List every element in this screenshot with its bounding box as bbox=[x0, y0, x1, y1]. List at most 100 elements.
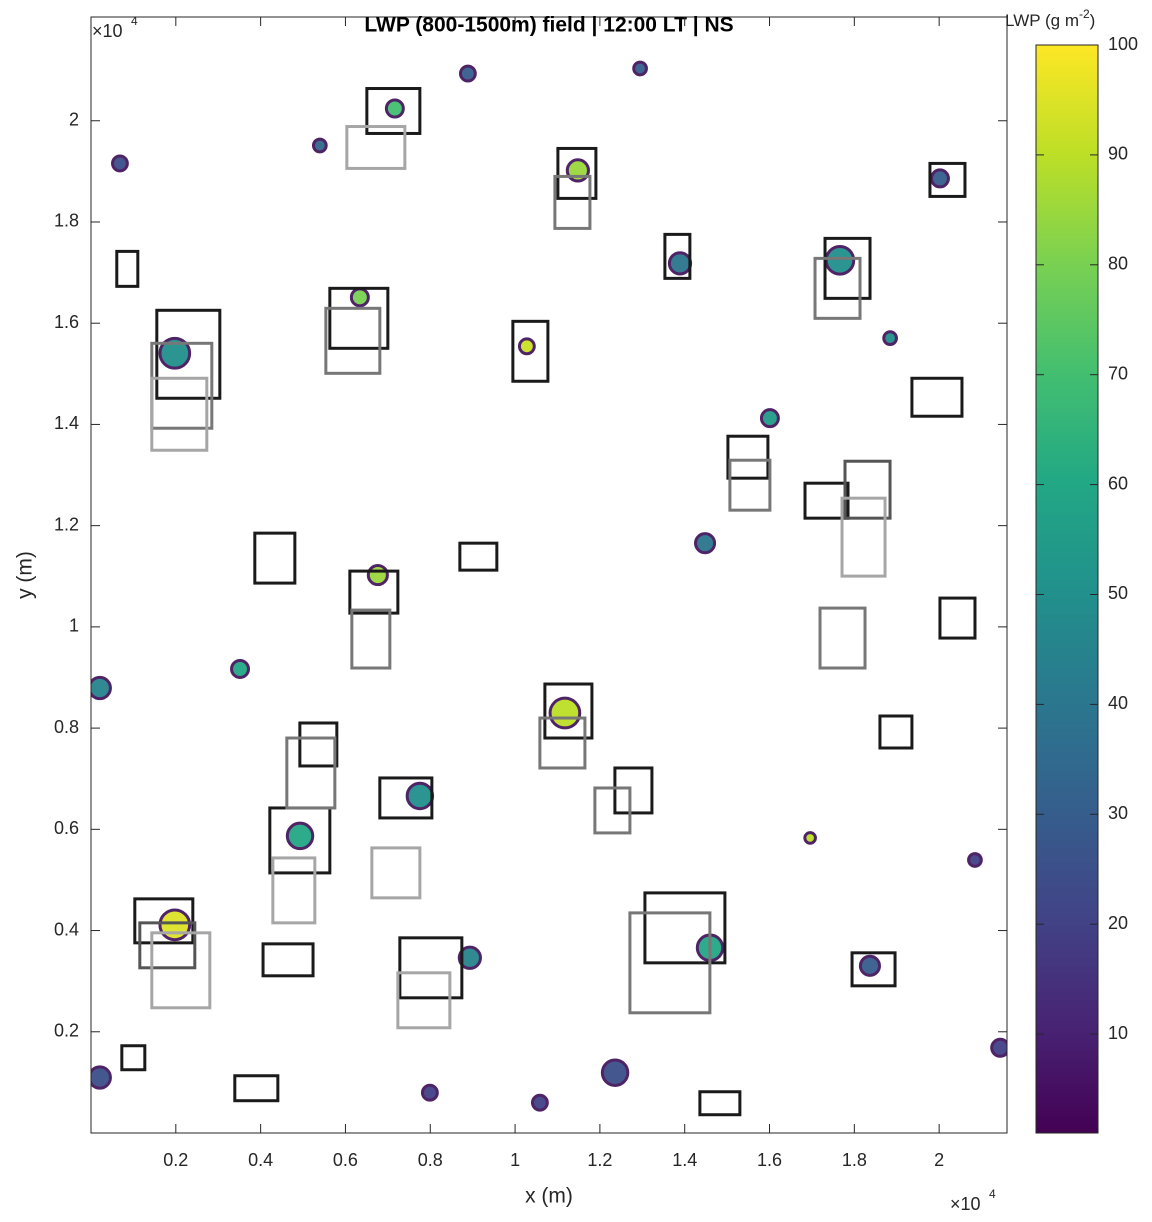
tracking-box bbox=[556, 146, 598, 200]
cloud-blob bbox=[759, 408, 780, 429]
cloud-blob bbox=[420, 1083, 439, 1102]
tracking-box bbox=[253, 531, 297, 585]
tracking-box bbox=[698, 1090, 742, 1117]
cloud-blob bbox=[366, 564, 389, 587]
cloud-blob bbox=[967, 852, 983, 868]
x-tick-label: 0.4 bbox=[248, 1150, 273, 1170]
x-tick-label: 1 bbox=[510, 1150, 520, 1170]
tracking-box bbox=[271, 856, 317, 925]
tracking-box bbox=[133, 897, 195, 945]
tracking-box bbox=[538, 716, 587, 770]
y-tick-label: 0.4 bbox=[54, 919, 79, 939]
colorbar-tick-label: 90 bbox=[1108, 144, 1128, 164]
tracking-box bbox=[324, 306, 382, 375]
colorbar-tick-label: 70 bbox=[1108, 363, 1128, 383]
cloud-blob bbox=[667, 251, 693, 276]
tracking-box bbox=[643, 891, 727, 965]
cloud-blob bbox=[882, 330, 898, 347]
cloud-blob bbox=[632, 60, 648, 77]
cloud-blob bbox=[824, 245, 856, 276]
tracking-box bbox=[543, 682, 594, 740]
y-multiplier: ×10 bbox=[92, 21, 123, 41]
y-tick-label: 0.6 bbox=[54, 818, 79, 838]
x-tick-label: 0.8 bbox=[418, 1150, 443, 1170]
y-tick-label: 1 bbox=[69, 616, 79, 636]
colorbar-tick-label: 10 bbox=[1108, 1023, 1128, 1043]
tracking-box bbox=[458, 541, 499, 572]
tracking-box bbox=[261, 942, 315, 978]
colorbar-tick-label: 80 bbox=[1108, 254, 1128, 274]
cloud-blob bbox=[349, 287, 370, 308]
tracking-box bbox=[298, 721, 339, 768]
cloud-blob bbox=[990, 1037, 1007, 1058]
cloud-blob bbox=[158, 336, 192, 370]
colorbar-label-exponent: -2 bbox=[1079, 7, 1090, 21]
x-axis-label: x (m) bbox=[525, 1185, 573, 1208]
tracking-box bbox=[613, 766, 654, 815]
tracking-box bbox=[511, 319, 550, 383]
y-tick-label: 1.4 bbox=[54, 413, 79, 433]
colorbar bbox=[1035, 44, 1099, 1134]
tracking-box bbox=[398, 936, 464, 1000]
tracking-box bbox=[818, 606, 867, 670]
tracking-box bbox=[728, 458, 772, 512]
tracking-box bbox=[840, 496, 887, 578]
y-tick-label: 1.8 bbox=[54, 211, 79, 231]
y-multiplier-exponent: 4 bbox=[131, 14, 138, 28]
tracking-box bbox=[150, 931, 212, 1010]
y-tick-label: 0.8 bbox=[54, 717, 79, 737]
cloud-blob bbox=[111, 154, 129, 173]
x-tick-label: 1.4 bbox=[672, 1150, 697, 1170]
x-tick-label: 1.6 bbox=[757, 1150, 782, 1170]
tracking-box bbox=[396, 971, 452, 1030]
tracking-box bbox=[138, 921, 197, 970]
tracking-box bbox=[365, 87, 422, 135]
tracking-box bbox=[150, 376, 209, 452]
tracking-box bbox=[813, 256, 862, 320]
tracking-box bbox=[345, 125, 407, 170]
tracking-box bbox=[823, 236, 872, 300]
x-tick-label: 0.2 bbox=[163, 1150, 188, 1170]
axes-box bbox=[90, 16, 1008, 1134]
cloud-blob bbox=[285, 821, 315, 851]
tracking-box bbox=[553, 174, 592, 230]
tracking-box bbox=[155, 308, 222, 400]
tracking-box bbox=[726, 434, 770, 480]
colorbar-tick-label: 30 bbox=[1108, 803, 1128, 823]
cloud-blob bbox=[517, 337, 536, 356]
cloud-blob bbox=[158, 908, 192, 942]
tracking-box bbox=[370, 846, 422, 900]
x-multiplier-exponent: 4 bbox=[989, 1187, 996, 1201]
colorbar-tick-label: 60 bbox=[1108, 473, 1128, 493]
tracking-box bbox=[348, 569, 400, 615]
tracking-box bbox=[850, 951, 897, 988]
tracking-box bbox=[120, 1044, 147, 1072]
tracking-box bbox=[285, 736, 337, 810]
tracking-box bbox=[350, 608, 392, 670]
cloud-blob bbox=[91, 1065, 112, 1090]
tracking-box bbox=[878, 714, 914, 750]
cloud-blob bbox=[384, 98, 405, 119]
tracking-box bbox=[910, 376, 964, 418]
tracking-box bbox=[663, 232, 692, 280]
colorbar-tick-label: 50 bbox=[1108, 583, 1128, 603]
cloud-blob bbox=[311, 137, 328, 154]
tracking-box bbox=[115, 249, 140, 288]
cloud-blob bbox=[458, 64, 477, 83]
cloud-blob bbox=[230, 658, 251, 679]
x-tick-label: 1.8 bbox=[842, 1150, 867, 1170]
x-multiplier: ×10 bbox=[950, 1194, 981, 1214]
y-tick-label: 2 bbox=[69, 110, 79, 130]
tracking-box bbox=[628, 911, 712, 1015]
colorbar-label-text: LWP (g m bbox=[1005, 11, 1079, 30]
colorbar-label: LWP (g m-2) bbox=[1005, 7, 1095, 30]
cloud-blob bbox=[694, 532, 717, 555]
colorbar-tick-label: 20 bbox=[1108, 913, 1128, 933]
cloud-blob bbox=[405, 781, 435, 811]
tracking-box bbox=[328, 286, 390, 350]
colorbar-label-close: ) bbox=[1090, 11, 1096, 30]
cloud-blob bbox=[91, 675, 112, 701]
x-tick-label: 0.6 bbox=[333, 1150, 358, 1170]
